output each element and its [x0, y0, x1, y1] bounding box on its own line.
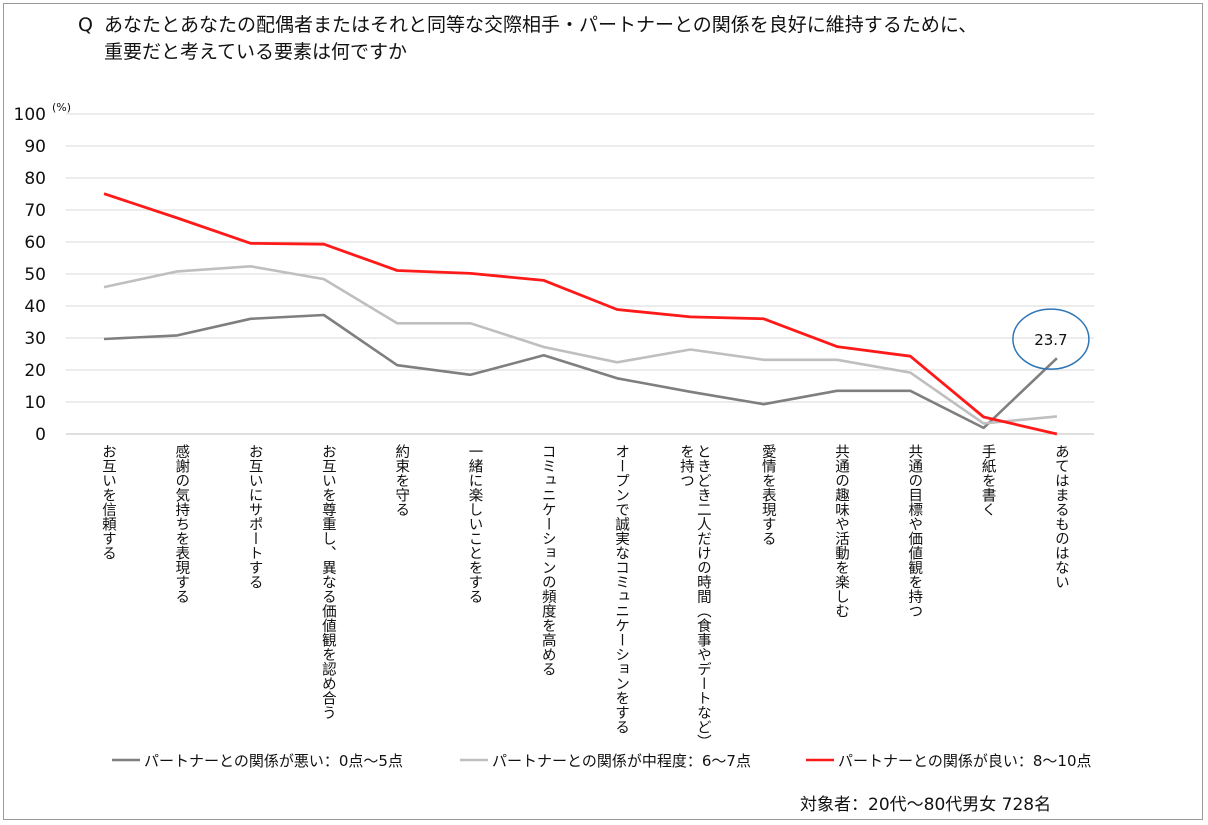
x-tick-label-line: 手紙を書く [980, 444, 996, 517]
x-tick-label: ときどき二人だけの時間（食事やデートなど）を持つ [678, 444, 711, 749]
series-line-3 [103, 192, 1058, 436]
sample-note: 対象者：20代～80代男女 728名 [800, 795, 1052, 815]
x-tick-label: 約束を守る [393, 444, 409, 517]
x-tick-label-line: お互いを信頼する [100, 444, 116, 561]
y-tick-label: 70 [24, 201, 46, 221]
y-axis: 0 10 20 30 40 50 60 70 80 90 100 (%) [14, 101, 72, 445]
y-tick-label: 40 [24, 297, 46, 317]
question-line-1: あなたとあなたの配偶者またはそれと同等な交際相手・パートナーとの関係を良好に維持… [104, 14, 978, 36]
x-tick-label-line: お互いにサポートする [247, 444, 263, 590]
y-tick-label: 20 [24, 361, 46, 381]
question-mark: Q [78, 14, 93, 36]
x-tick-label: 共通の趣味や活動を楽しむ [833, 444, 849, 619]
x-tick-label-line: お互いを尊重し、異なる価値観を認め合う [320, 444, 336, 720]
x-tick-label-line: 約束を守る [393, 444, 409, 517]
x-tick-label-line: ときどき二人だけの時間（食事やデートなど） [695, 444, 711, 749]
x-tick-label-line: あてはまるものはない [1053, 444, 1069, 589]
x-tick-label: お互いにサポートする [247, 444, 263, 590]
y-tick-label: 10 [24, 393, 46, 413]
x-tick-label: お互いを信頼する [100, 444, 116, 561]
x-tick-label: オープンで誠実なコミュニケーションをする [613, 444, 629, 734]
x-tick-label: 手紙を書く [980, 444, 996, 517]
x-tick-label: 愛情を表現する [760, 444, 776, 546]
question-line-2: 重要だと考えている要素は何ですか [104, 41, 408, 63]
y-tick-label: 90 [24, 137, 46, 157]
y-axis-unit: (%) [52, 101, 71, 114]
series-lines [103, 192, 1058, 436]
y-tick-label: 0 [35, 425, 46, 445]
series-line-2 [103, 265, 1058, 425]
legend: パートナーとの関係が悪い：0点～5点 パートナーとの関係が中程度：6～7点 パートナ… [112, 752, 1091, 770]
y-tick-label: 80 [24, 169, 46, 189]
x-tick-label-line: を持つ [678, 444, 694, 488]
x-tick-label-line: オープンで誠実なコミュニケーションをする [613, 444, 629, 734]
x-tick-label-line: 一緒に楽しいことをする [467, 444, 483, 604]
legend-label: パートナーとの関係が良い：8～10点 [838, 752, 1091, 770]
x-tick-label: 共通の目標や価値観を持つ [906, 444, 922, 618]
x-tick-label: お互いを尊重し、異なる価値観を認め合う [320, 444, 336, 720]
x-tick-label: 感謝の気持ちを表現する [173, 444, 189, 604]
x-tick-label: コミュニケーションの頻度を高める [540, 444, 556, 676]
x-axis-labels: お互いを信頼する 感謝の気持ちを表現する お互いにサポートする お互いを尊重し、異なる… [100, 444, 1069, 749]
legend-label: パートナーとの関係が中程度：6～7点 [492, 752, 751, 770]
x-tick-label-line: 共通の趣味や活動を楽しむ [833, 444, 849, 619]
highlight-circle [1012, 308, 1090, 370]
legend-entry: パートナーとの関係が中程度：6～7点 [460, 752, 751, 770]
y-tick-label: 50 [24, 265, 46, 285]
legend-entry: パートナーとの関係が悪い：0点～5点 [112, 752, 403, 770]
x-tick-label-line: 感謝の気持ちを表現する [173, 444, 189, 604]
series-line-1 [103, 313, 1058, 430]
x-tick-label: 一緒に楽しいことをする [467, 444, 483, 604]
x-tick-label-line: コミュニケーションの頻度を高める [540, 444, 556, 676]
figure-frame [3, 3, 1203, 820]
y-tick-label: 30 [24, 329, 46, 349]
grid-lines [66, 113, 1094, 435]
x-tick-label: あてはまるものはない [1053, 444, 1069, 589]
x-tick-label-line: 愛情を表現する [760, 444, 776, 546]
legend-label: パートナーとの関係が悪い：0点～5点 [144, 752, 403, 770]
x-tick-label-line: 共通の目標や価値観を持つ [906, 444, 922, 618]
annotation: 23.7 [1012, 308, 1090, 370]
y-tick-label: 100 [14, 105, 46, 125]
legend-entry: パートナーとの関係が良い：8～10点 [806, 752, 1091, 770]
data-label: 23.7 [1034, 331, 1067, 349]
y-tick-label: 60 [24, 233, 46, 253]
